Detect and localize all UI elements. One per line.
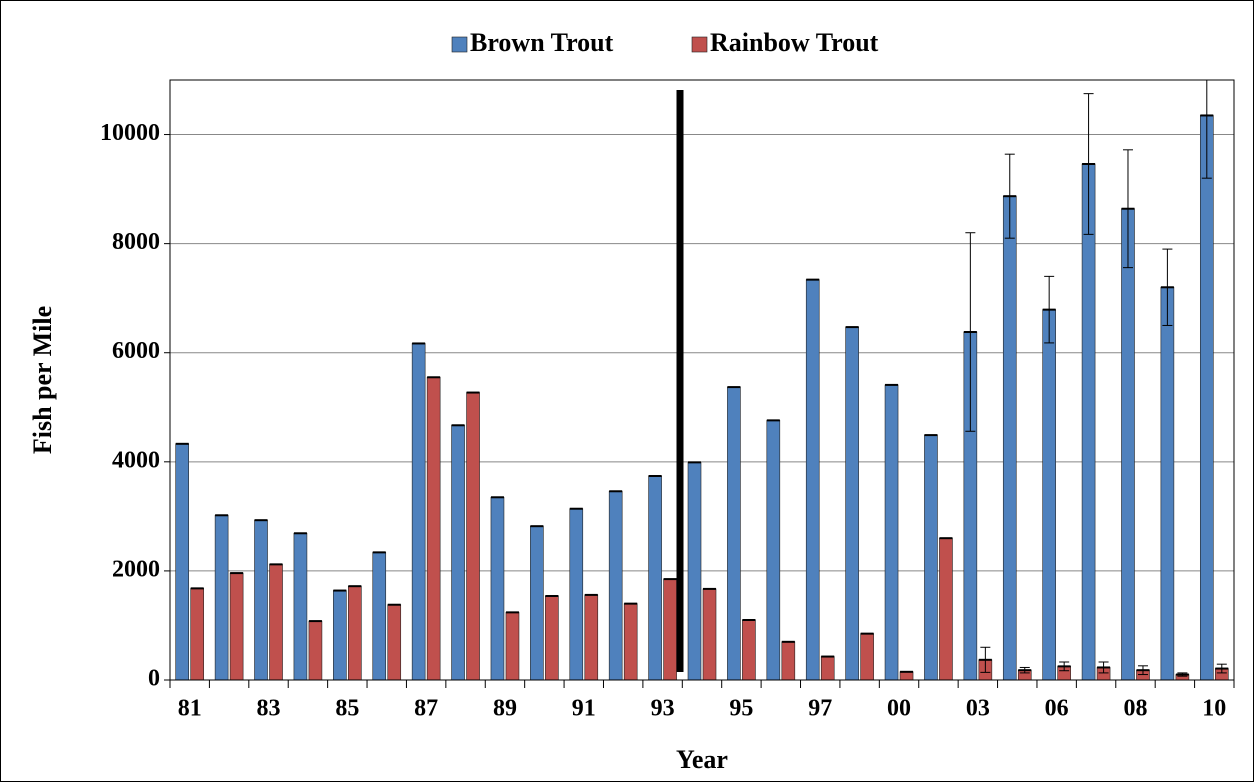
bar bbox=[1199, 115, 1214, 680]
bar bbox=[1121, 208, 1135, 680]
bar bbox=[175, 443, 190, 680]
y-tick-label: 4000 bbox=[112, 447, 160, 473]
bar bbox=[308, 620, 323, 680]
bar bbox=[805, 279, 820, 680]
bar bbox=[505, 612, 520, 680]
bar bbox=[742, 619, 756, 680]
y-tick-label: 2000 bbox=[112, 556, 160, 582]
bar bbox=[608, 490, 623, 680]
bar bbox=[490, 496, 505, 680]
bar bbox=[1081, 163, 1096, 680]
y-tick-label: 8000 bbox=[112, 229, 160, 255]
x-tick-label: 93 bbox=[651, 696, 675, 722]
bar bbox=[727, 386, 741, 680]
legend: Brown Trout Rainbow Trout bbox=[451, 28, 879, 57]
bar bbox=[214, 514, 229, 680]
bar bbox=[584, 594, 599, 680]
x-tick-label: 95 bbox=[729, 696, 753, 722]
bar bbox=[293, 532, 308, 680]
x-tick-label: 89 bbox=[493, 696, 517, 722]
bar bbox=[229, 572, 244, 680]
bar bbox=[372, 552, 387, 680]
bar bbox=[899, 671, 914, 680]
bar bbox=[648, 475, 662, 680]
plot-border bbox=[169, 79, 1235, 681]
bar bbox=[687, 462, 702, 680]
x-tick-label: 81 bbox=[178, 696, 202, 722]
bar bbox=[845, 326, 859, 680]
bar bbox=[530, 525, 544, 680]
bar bbox=[860, 633, 874, 680]
x-tick-label: 10 bbox=[1202, 696, 1226, 722]
y-tick-label: 0 bbox=[148, 666, 160, 692]
bar bbox=[820, 656, 835, 680]
bar bbox=[254, 519, 268, 680]
x-tick-label: 87 bbox=[414, 696, 438, 722]
y-tick-label: 10000 bbox=[100, 120, 160, 146]
x-tick-label: 03 bbox=[966, 696, 990, 722]
bar bbox=[348, 585, 362, 680]
bar bbox=[545, 595, 559, 680]
legend-label: Brown Trout bbox=[470, 28, 614, 57]
bar bbox=[1002, 195, 1017, 680]
bar bbox=[387, 604, 402, 680]
x-tick-label: 00 bbox=[887, 696, 911, 722]
bar bbox=[924, 434, 938, 680]
bar bbox=[333, 590, 347, 680]
bar bbox=[466, 392, 480, 680]
bar bbox=[1042, 309, 1056, 680]
bar bbox=[451, 424, 465, 680]
bar bbox=[623, 603, 638, 680]
bar bbox=[426, 376, 441, 680]
bar bbox=[766, 420, 781, 680]
x-tick-label: 85 bbox=[335, 696, 359, 722]
plot-area bbox=[175, 80, 1229, 680]
x-tick-label: 83 bbox=[257, 696, 281, 722]
x-axis-label: Year bbox=[676, 745, 728, 774]
y-tick-label: 6000 bbox=[112, 338, 160, 364]
bar bbox=[884, 384, 899, 680]
bar bbox=[569, 508, 584, 680]
bar bbox=[939, 537, 953, 680]
bar bbox=[702, 588, 717, 680]
bar bbox=[269, 564, 283, 680]
x-tick-label: 91 bbox=[572, 696, 596, 722]
bar bbox=[411, 343, 426, 680]
bar bbox=[1160, 286, 1175, 680]
legend-swatch bbox=[691, 36, 708, 53]
legend-swatch bbox=[451, 36, 468, 53]
bar bbox=[190, 588, 205, 680]
x-tick-label: 08 bbox=[1123, 696, 1147, 722]
legend-label: Rainbow Trout bbox=[710, 28, 879, 57]
x-tick-label: 97 bbox=[808, 696, 832, 722]
x-tick-label: 06 bbox=[1045, 696, 1069, 722]
bar bbox=[663, 578, 677, 680]
y-axis-label: Fish per Mile bbox=[28, 306, 57, 454]
bar bbox=[781, 641, 796, 680]
